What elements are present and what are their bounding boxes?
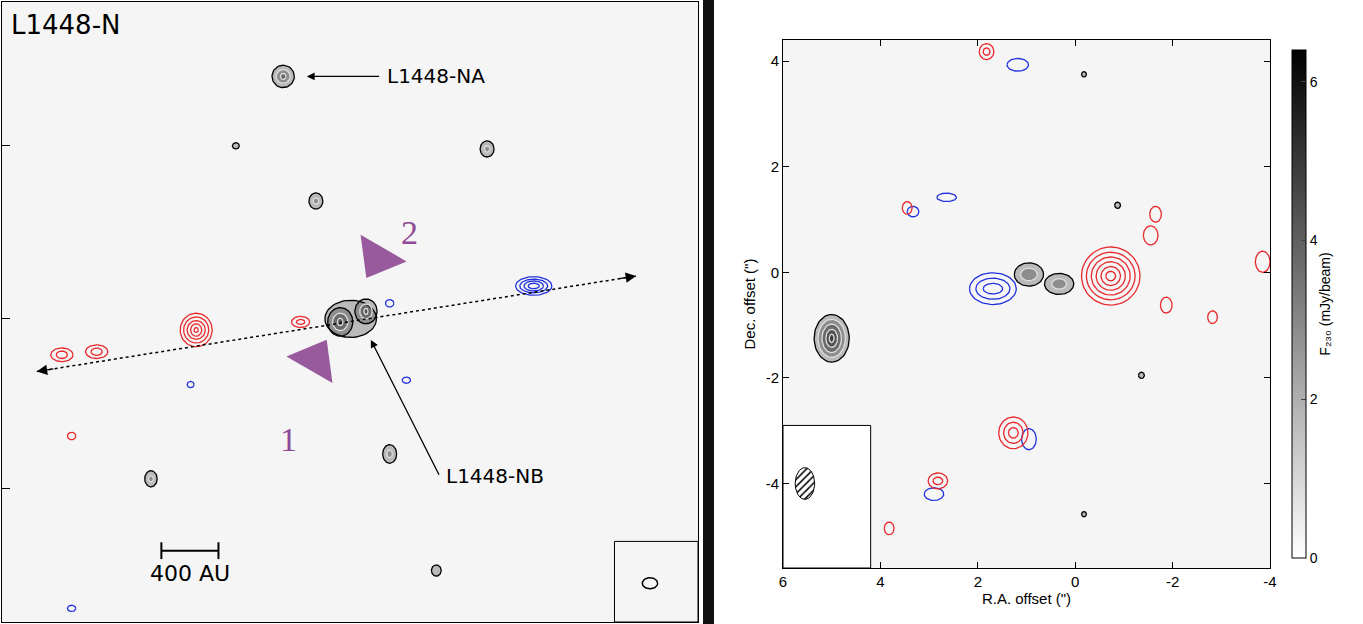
svg-text:-4: -4 [1263,573,1276,590]
svg-text:6: 6 [779,573,787,590]
svg-text:2: 2 [771,158,779,175]
svg-text:0: 0 [1310,550,1318,566]
svg-text:2: 2 [1310,391,1318,407]
svg-text:400 AU: 400 AU [150,561,230,586]
svg-text:2: 2 [401,214,418,251]
svg-text:L1448-NA: L1448-NA [387,64,485,88]
svg-text:4: 4 [876,573,884,590]
svg-text:-2: -2 [1166,573,1179,590]
svg-text:6: 6 [1310,74,1318,90]
svg-text:2: 2 [974,573,982,590]
svg-text:1: 1 [280,421,297,458]
svg-text:L1448-NB: L1448-NB [446,464,544,488]
svg-text:Dec. offset ("): Dec. offset (") [741,259,758,350]
svg-text:-2: -2 [766,369,779,386]
svg-text:L1448-N: L1448-N [11,10,120,40]
svg-text:0: 0 [771,264,779,281]
svg-text:4: 4 [1310,232,1318,248]
svg-text:4: 4 [771,52,779,69]
svg-text:R.A. offset ("): R.A. offset (") [982,590,1071,607]
svg-text:0: 0 [1071,573,1079,590]
svg-text:-4: -4 [766,475,779,492]
svg-text:F₂₃₀ (mJy/beam): F₂₃₀ (mJy/beam) [1317,252,1333,355]
